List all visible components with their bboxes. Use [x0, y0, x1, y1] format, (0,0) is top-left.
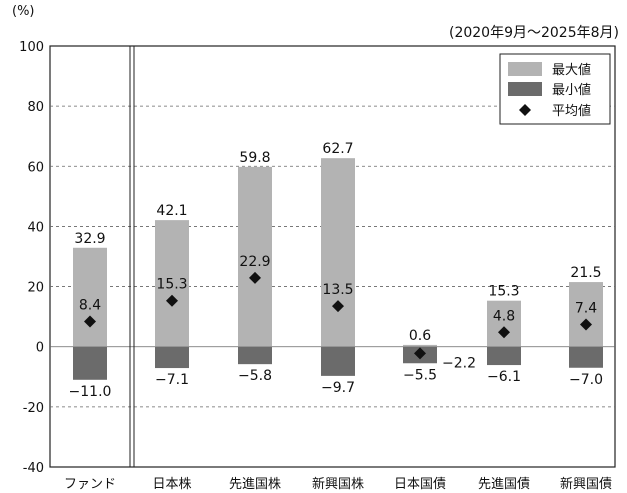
avg-marker	[84, 315, 96, 328]
max-bar	[73, 247, 107, 347]
legend-min-swatch	[508, 82, 542, 96]
y-tick-label: 60	[27, 160, 44, 175]
avg-marker	[249, 271, 261, 284]
min-value-label: −6.1	[487, 369, 521, 385]
min-value-label: −9.7	[321, 380, 355, 396]
min-bar	[238, 346, 272, 365]
avg-marker	[166, 294, 178, 307]
avg-marker	[332, 300, 344, 313]
min-bar	[487, 346, 521, 366]
max-value-label: 59.8	[239, 150, 270, 166]
max-bar	[487, 300, 521, 347]
y-tick-label: 80	[27, 100, 44, 115]
category-label: 日本国債	[394, 477, 446, 492]
min-value-label: −5.5	[403, 367, 437, 383]
avg-value-label: 8.4	[79, 297, 101, 313]
max-value-label: 0.6	[409, 328, 431, 344]
avg-value-label: 13.5	[322, 282, 353, 298]
y-tick-label: 100	[19, 40, 44, 55]
min-value-label: −5.8	[238, 368, 272, 384]
avg-marker	[414, 347, 426, 360]
max-bar	[155, 220, 189, 347]
y-tick-label: -20	[23, 401, 44, 416]
category-label: 日本株	[152, 477, 191, 492]
avg-value-label: 22.9	[239, 254, 270, 270]
legend-min-label: 最小値	[552, 82, 591, 98]
max-value-label: 21.5	[570, 265, 601, 281]
period-label: (2020年9月〜2025年8月)	[449, 25, 619, 41]
category-label: 新興国株	[312, 476, 364, 492]
avg-marker	[498, 326, 510, 339]
legend-avg-label: 平均値	[552, 103, 591, 119]
avg-value-label: 4.8	[493, 308, 515, 324]
avg-value-label: 7.4	[575, 300, 597, 316]
category-label: 先進国債	[478, 477, 530, 492]
y-tick-label: -40	[23, 461, 44, 476]
category-label: ファンド	[64, 477, 116, 492]
avg-marker	[580, 318, 592, 331]
y-tick-label: 40	[27, 220, 44, 235]
legend-max-swatch	[508, 62, 542, 76]
min-value-label: −11.0	[69, 384, 112, 400]
legend-max-label: 最大値	[552, 62, 591, 78]
avg-value-label: −2.2	[442, 355, 476, 371]
y-tick-label: 20	[27, 281, 44, 296]
min-bar	[321, 346, 355, 376]
max-value-label: 62.7	[322, 141, 353, 157]
min-value-label: −7.0	[569, 372, 603, 388]
max-value-label: 42.1	[156, 203, 187, 219]
max-bar	[238, 166, 272, 347]
max-bar	[403, 344, 437, 347]
y-tick-label: 0	[36, 341, 44, 356]
avg-value-label: 15.3	[156, 277, 187, 293]
y-unit-label: (%)	[12, 4, 35, 19]
max-bar	[569, 282, 603, 347]
min-bar	[569, 346, 603, 368]
legend-avg-marker	[519, 104, 531, 116]
min-bar	[155, 346, 189, 369]
min-value-label: −7.1	[155, 372, 189, 388]
min-bar	[73, 346, 107, 380]
plot-frame	[49, 45, 616, 468]
category-label: 先進国株	[229, 477, 281, 492]
max-bar	[321, 158, 355, 347]
category-label: 新興国債	[560, 476, 612, 492]
max-value-label: 15.3	[488, 284, 519, 300]
max-value-label: 32.9	[74, 231, 105, 247]
